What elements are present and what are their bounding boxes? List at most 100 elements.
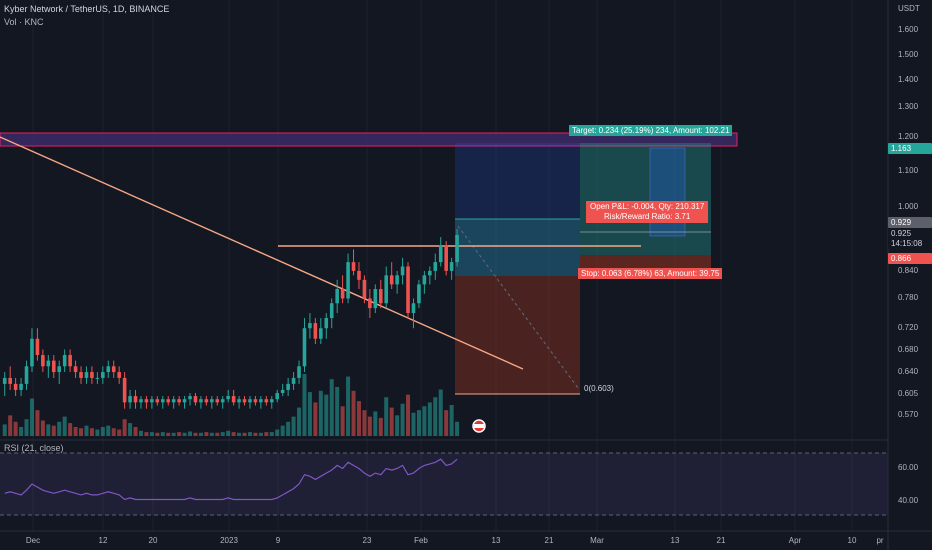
candle-body: [177, 399, 181, 403]
volume-bar: [400, 403, 405, 436]
candle-body: [171, 399, 176, 403]
volume-bar: [264, 432, 269, 436]
entry-price-badge: 0.929: [888, 217, 932, 228]
open-pnl-label: Open P&L: -0.004, Qty: 210.317: [590, 202, 705, 211]
candle-body: [220, 399, 225, 403]
candle-body: [428, 270, 432, 276]
volume-bar: [24, 419, 29, 436]
volume-bar: [335, 386, 340, 436]
volume-bar: [269, 432, 274, 436]
volume-bar: [329, 379, 334, 436]
volume-bar: [84, 425, 89, 436]
volume-bar: [106, 425, 111, 436]
candle-body: [444, 245, 448, 271]
time-tick-label: 20: [149, 536, 158, 545]
candle-body: [122, 377, 127, 403]
resistance-zone[interactable]: [0, 132, 738, 147]
time-tick-label: 13: [492, 536, 501, 545]
candle-body: [253, 399, 258, 403]
risk-area[interactable]: [455, 276, 580, 394]
time-tick-label: 10: [848, 536, 857, 545]
volume-bar: [449, 405, 454, 436]
volume-legend[interactable]: Vol · KNC: [4, 17, 44, 27]
price-tick-label: 1.200: [898, 132, 919, 141]
volume-bar: [171, 432, 176, 436]
projection-path: [457, 225, 579, 389]
volume-bar: [427, 402, 432, 436]
candle-body: [73, 366, 78, 373]
volume-bar: [231, 432, 236, 436]
volume-bar: [378, 417, 383, 436]
target-area[interactable]: [580, 143, 711, 255]
volume-bar: [35, 410, 40, 436]
candle-body: [30, 338, 34, 367]
candle-body: [291, 377, 296, 384]
candle-body: [79, 372, 83, 378]
volume-bar: [291, 416, 296, 436]
volume-bar: [79, 428, 84, 436]
rsi-legend[interactable]: RSI (21, close): [4, 443, 64, 453]
candle-body: [139, 399, 143, 403]
volume-bar: [160, 432, 165, 436]
volume-bar: [89, 428, 94, 436]
volume-bar: [68, 423, 73, 436]
volume-bar: [46, 424, 51, 436]
volume-bars: [2, 374, 460, 436]
price-tick-label: 1.600: [898, 25, 919, 34]
candle-body: [155, 399, 160, 403]
price-axis[interactable]: 1.600 1.500 1.400 1.300 1.200 1.100 1.000 0.840…: [898, 25, 919, 419]
time-tick-label: 13: [671, 536, 680, 545]
candle-body: [204, 399, 209, 403]
candle-body: [449, 262, 454, 271]
candle-body: [422, 275, 427, 285]
volume-bar: [226, 430, 231, 436]
candle-body: [84, 372, 89, 378]
stop-label[interactable]: Stop: 0.063 (6.78%) 63, Amount: 39.75: [578, 268, 723, 279]
candle-body: [193, 396, 198, 403]
volume-bar: [247, 432, 252, 436]
time-axis[interactable]: Dec 12 20 2023 9 23 Feb 13 21 Mar 13 21 Apr 10 pr: [26, 536, 884, 545]
stop-area[interactable]: [580, 255, 711, 269]
candle-body: [166, 399, 171, 403]
symbol-title[interactable]: Kyber Network / TetherUS, 1D, BINANCE: [4, 4, 170, 14]
volume-bar: [258, 432, 263, 436]
candle-body: [275, 393, 280, 400]
candle-body: [286, 383, 290, 390]
candle-body: [417, 284, 421, 304]
volume-bar: [318, 390, 323, 436]
volume-bar: [416, 410, 421, 436]
candle-body: [384, 275, 389, 304]
time-tick-label: 2023: [220, 536, 238, 545]
candle-body: [95, 377, 100, 379]
candle-body: [302, 328, 307, 367]
price-tick-label: 0.680: [898, 345, 919, 354]
volume-bar: [204, 432, 209, 436]
candle-body: [438, 245, 443, 263]
volume-bar: [8, 415, 13, 436]
volume-bar: [166, 432, 171, 436]
volume-bar: [215, 432, 220, 436]
volume-bar: [384, 397, 389, 436]
candle-body: [237, 399, 241, 403]
candle-body: [340, 289, 345, 299]
open-pnl-box[interactable]: Open P&L: -0.004, Qty: 210.317 Risk/Rewa…: [586, 201, 709, 223]
candle-body: [335, 289, 339, 304]
volume-bar: [100, 426, 105, 436]
target-price-badge: 1.163: [888, 143, 932, 154]
candle-body: [13, 383, 18, 390]
target-label[interactable]: Target: 0.234 (25.19%) 234, Amount: 102.…: [569, 125, 733, 136]
last-price-badge: 0.925: [888, 228, 932, 239]
candle-body: [389, 275, 394, 285]
candle-body: [406, 266, 410, 314]
time-tick-label: Mar: [590, 536, 604, 545]
vertical-gridlines: [32, 0, 853, 531]
volume-bar: [395, 415, 400, 436]
volume-bar: [406, 394, 411, 436]
volume-bar: [362, 410, 367, 436]
volume-bar: [253, 432, 258, 436]
volume-bar: [19, 426, 24, 436]
descending-trendline[interactable]: [0, 136, 524, 370]
volume-bar: [149, 432, 154, 436]
